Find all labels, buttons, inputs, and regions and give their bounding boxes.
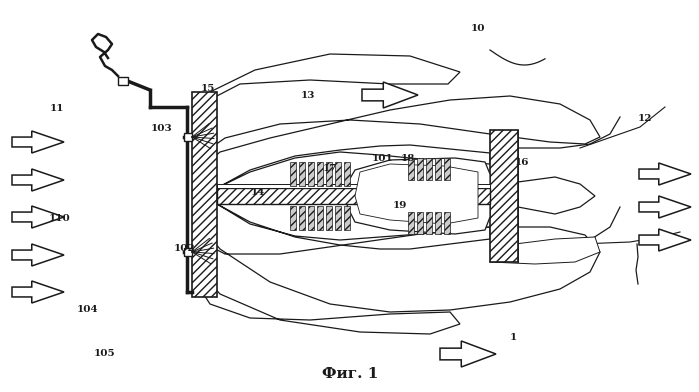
Polygon shape (490, 237, 600, 264)
Bar (444, 212, 450, 234)
Text: 10: 10 (470, 24, 485, 33)
Text: 11: 11 (50, 103, 64, 113)
Bar (299, 206, 305, 230)
Text: 17: 17 (323, 163, 337, 172)
Text: 1: 1 (510, 334, 517, 343)
Text: 102: 102 (174, 243, 196, 252)
Text: 19: 19 (393, 200, 408, 209)
Polygon shape (12, 244, 64, 266)
Text: Фиг. 1: Фиг. 1 (322, 367, 378, 381)
Bar (426, 212, 432, 234)
Bar (344, 206, 350, 230)
Polygon shape (362, 82, 418, 108)
Polygon shape (345, 158, 490, 234)
Text: 103: 103 (151, 123, 173, 132)
Text: 18: 18 (401, 154, 415, 163)
Bar (335, 162, 341, 186)
Polygon shape (440, 341, 496, 367)
Bar (435, 212, 441, 234)
Bar (308, 162, 314, 186)
Polygon shape (195, 96, 600, 174)
Bar (344, 162, 350, 186)
Text: 16: 16 (514, 158, 529, 167)
Polygon shape (12, 206, 64, 228)
Bar (118, 77, 128, 85)
Polygon shape (195, 254, 460, 334)
Bar (490, 130, 518, 262)
Text: 105: 105 (94, 348, 116, 358)
Bar (317, 162, 323, 186)
Text: 110: 110 (49, 214, 71, 223)
Polygon shape (355, 164, 478, 224)
Text: 13: 13 (301, 91, 315, 100)
Bar (326, 162, 332, 186)
Bar (184, 133, 192, 141)
Polygon shape (639, 196, 691, 218)
Bar (408, 158, 414, 180)
Text: 14: 14 (251, 187, 265, 196)
Polygon shape (518, 177, 595, 214)
Bar (290, 162, 296, 186)
Polygon shape (12, 131, 64, 153)
Polygon shape (639, 229, 691, 251)
Text: 101: 101 (372, 154, 394, 163)
Bar (217, 188, 490, 204)
Bar (326, 206, 332, 230)
Bar (417, 158, 423, 180)
Polygon shape (12, 281, 64, 303)
Bar (317, 206, 323, 230)
Text: 12: 12 (637, 114, 652, 123)
Bar (417, 212, 423, 234)
Bar (444, 158, 450, 180)
Bar (435, 158, 441, 180)
Bar (192, 92, 217, 297)
Bar (217, 184, 490, 188)
Polygon shape (195, 219, 600, 312)
Polygon shape (195, 54, 460, 137)
Text: 15: 15 (201, 83, 215, 93)
Polygon shape (12, 169, 64, 191)
Bar (184, 248, 192, 256)
Bar (290, 206, 296, 230)
Bar (299, 162, 305, 186)
Bar (308, 206, 314, 230)
Bar (426, 158, 432, 180)
Polygon shape (639, 163, 691, 185)
Bar (408, 212, 414, 234)
Text: 104: 104 (77, 305, 99, 314)
Bar (335, 206, 341, 230)
